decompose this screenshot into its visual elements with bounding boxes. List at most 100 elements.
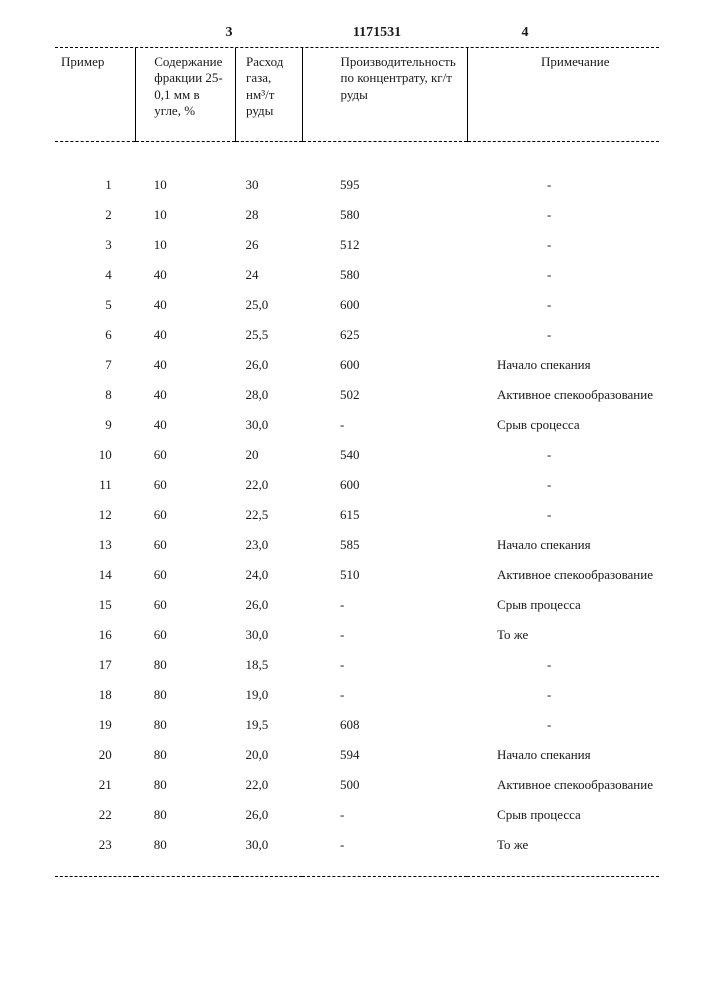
- cell-gas: 26: [236, 230, 302, 260]
- cell-note: -: [467, 650, 659, 680]
- cell-gas: 19,5: [236, 710, 302, 740]
- cell-gas: 30,0: [236, 830, 302, 860]
- cell-example: 21: [55, 770, 136, 800]
- cell-prod: 540: [302, 440, 467, 470]
- col-header-prod: Производительность по концентрату, кг/т …: [302, 48, 467, 142]
- table-header-row: Пример Содержание фракции 25-0,1 мм в уг…: [55, 48, 659, 142]
- cell-example: 4: [55, 260, 136, 290]
- cell-prod: 585: [302, 530, 467, 560]
- cell-note: Начало спекания: [467, 740, 659, 770]
- cell-note: Срыв процесса: [467, 800, 659, 830]
- document-number: 1171531: [303, 25, 451, 41]
- cell-note: Начало спекания: [467, 350, 659, 380]
- cell-note: Активное спекообразование: [467, 770, 659, 800]
- cell-note: -: [467, 200, 659, 230]
- table-row: 146024,0510Активное спекообразование: [55, 560, 659, 590]
- cell-example: 8: [55, 380, 136, 410]
- cell-example: 17: [55, 650, 136, 680]
- table-row: 238030,0-То же: [55, 830, 659, 860]
- cell-note: Срыв сроцесса: [467, 410, 659, 440]
- cell-fraction: 10: [136, 200, 236, 230]
- cell-gas: 22,0: [236, 470, 302, 500]
- cell-fraction: 60: [136, 440, 236, 470]
- cell-prod: -: [302, 620, 467, 650]
- spacer-row: [55, 860, 659, 876]
- rule-under-header: [55, 142, 659, 157]
- cell-prod: 608: [302, 710, 467, 740]
- cell-gas: 18,5: [236, 650, 302, 680]
- cell-note: То же: [467, 620, 659, 650]
- cell-note: -: [467, 710, 659, 740]
- table-row: 166030,0-То же: [55, 620, 659, 650]
- cell-prod: 580: [302, 200, 467, 230]
- table-row: 106020540-: [55, 440, 659, 470]
- cell-example: 18: [55, 680, 136, 710]
- table-row: 198019,5608-: [55, 710, 659, 740]
- cell-example: 23: [55, 830, 136, 860]
- cell-gas: 25,5: [236, 320, 302, 350]
- table-row: 178018,5--: [55, 650, 659, 680]
- cell-example: 16: [55, 620, 136, 650]
- cell-example: 10: [55, 440, 136, 470]
- cell-prod: 600: [302, 470, 467, 500]
- col-header-example: Пример: [55, 48, 136, 142]
- col-header-fraction: Содержание фракции 25-0,1 мм в угле, %: [136, 48, 236, 142]
- cell-fraction: 60: [136, 500, 236, 530]
- cell-prod: 580: [302, 260, 467, 290]
- cell-note: -: [467, 500, 659, 530]
- table-row: 84028,0502Активное спекообразование: [55, 380, 659, 410]
- cell-prod: 512: [302, 230, 467, 260]
- page-header-numbers: 3 1171531 4: [55, 25, 659, 47]
- cell-note: -: [467, 320, 659, 350]
- cell-note: -: [467, 290, 659, 320]
- table-row: 208020,0594Начало спекания: [55, 740, 659, 770]
- cell-note: -: [467, 260, 659, 290]
- cell-gas: 26,0: [236, 590, 302, 620]
- cell-prod: -: [302, 680, 467, 710]
- cell-prod: 600: [302, 290, 467, 320]
- cell-note: -: [467, 440, 659, 470]
- cell-note: Активное спекообразование: [467, 560, 659, 590]
- cell-example: 11: [55, 470, 136, 500]
- cell-example: 19: [55, 710, 136, 740]
- cell-prod: -: [302, 830, 467, 860]
- cell-prod: -: [302, 650, 467, 680]
- cell-fraction: 80: [136, 830, 236, 860]
- table-row: 54025,0600-: [55, 290, 659, 320]
- cell-gas: 23,0: [236, 530, 302, 560]
- cell-note: Начало спекания: [467, 530, 659, 560]
- col-header-note: Примечание: [467, 48, 659, 142]
- cell-gas: 25,0: [236, 290, 302, 320]
- cell-prod: 600: [302, 350, 467, 380]
- cell-example: 20: [55, 740, 136, 770]
- cell-gas: 28: [236, 200, 302, 230]
- cell-fraction: 80: [136, 770, 236, 800]
- cell-fraction: 60: [136, 470, 236, 500]
- cell-fraction: 10: [136, 230, 236, 260]
- table-row: 44024580-: [55, 260, 659, 290]
- cell-example: 1: [55, 170, 136, 200]
- table-row: 218022,0500Активное спекообразование: [55, 770, 659, 800]
- data-table: Пример Содержание фракции 25-0,1 мм в уг…: [55, 48, 659, 891]
- table-row: 126022,5615-: [55, 500, 659, 530]
- cell-note: Активное спекообразование: [467, 380, 659, 410]
- cell-fraction: 40: [136, 380, 236, 410]
- cell-fraction: 40: [136, 260, 236, 290]
- table-row: 116022,0600-: [55, 470, 659, 500]
- cell-fraction: 40: [136, 350, 236, 380]
- cell-fraction: 80: [136, 800, 236, 830]
- table-row: 64025,5625-: [55, 320, 659, 350]
- cell-gas: 22,5: [236, 500, 302, 530]
- cell-prod: -: [302, 800, 467, 830]
- table-row: 94030,0-Срыв сроцесса: [55, 410, 659, 440]
- cell-prod: 615: [302, 500, 467, 530]
- cell-gas: 30,0: [236, 410, 302, 440]
- spacer-row: [55, 156, 659, 170]
- cell-example: 15: [55, 590, 136, 620]
- cell-prod: 500: [302, 770, 467, 800]
- col-number-right: 4: [451, 25, 649, 41]
- cell-example: 12: [55, 500, 136, 530]
- cell-fraction: 80: [136, 650, 236, 680]
- rule-bottom: [55, 876, 659, 891]
- table-row: 136023,0585Начало спекания: [55, 530, 659, 560]
